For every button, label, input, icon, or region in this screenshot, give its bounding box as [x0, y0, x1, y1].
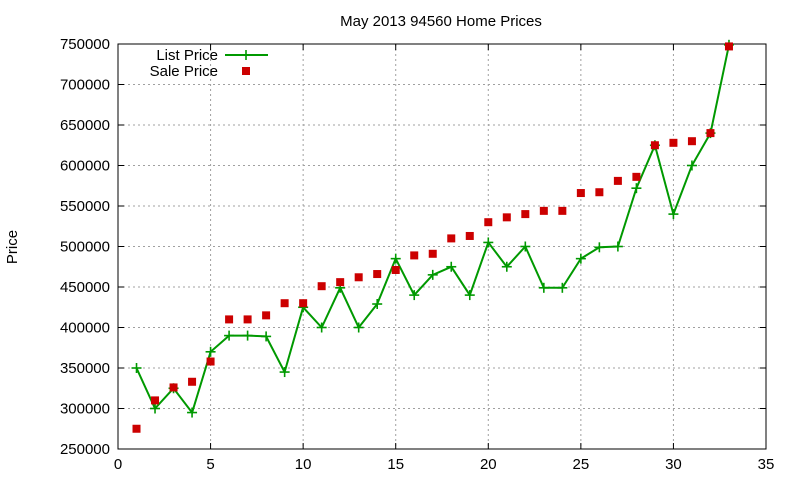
list-price-point [557, 282, 568, 293]
list-price-point [261, 331, 272, 342]
sale-price-point [576, 189, 585, 198]
list-price-point [224, 330, 235, 341]
legend-marker-sale-price [242, 67, 250, 75]
list-price-point [205, 346, 216, 357]
legend: List Price Sale Price [150, 47, 268, 80]
sale-price-point [539, 206, 548, 215]
sale-price-point [262, 311, 271, 320]
x-tick-label: 0 [114, 456, 122, 473]
y-tick-label: 700000 [60, 77, 110, 94]
axis-ticks: 0 5 10 15 20 25 30 35 250000 300000 350000 400000 45… [60, 36, 774, 473]
list-price-point [187, 407, 198, 418]
sale-price-point [521, 210, 530, 219]
x-tick-label: 35 [758, 456, 775, 473]
list-price-point [150, 403, 161, 414]
list-price-point [686, 160, 697, 171]
x-tick-label: 15 [387, 456, 404, 473]
sale-price-point [132, 424, 141, 433]
list-price-point [520, 241, 531, 252]
sale-price-point [354, 273, 363, 282]
list-price-point [353, 322, 364, 333]
legend-square-icon [242, 67, 250, 75]
list-price-point [427, 269, 438, 280]
y-tick-label: 500000 [60, 239, 110, 256]
list-price-point [131, 363, 142, 373]
legend-cross-icon [241, 50, 251, 60]
y-tick-label: 750000 [60, 36, 110, 53]
y-tick-label: 300000 [60, 401, 110, 418]
y-tick-label: 600000 [60, 158, 110, 175]
sale-price-point [558, 206, 567, 215]
x-tick-label: 25 [573, 456, 590, 473]
sale-price-point [206, 357, 215, 366]
sale-price-point [151, 396, 160, 405]
list-price-point [446, 261, 457, 272]
y-tick-label: 650000 [60, 117, 110, 134]
chart-title: May 2013 94560 Home Prices [340, 13, 542, 30]
y-tick-label: 450000 [60, 279, 110, 296]
sale-price-point [336, 278, 345, 287]
sale-price-point [428, 249, 437, 258]
list-price-point [538, 282, 549, 293]
y-tick-label: 400000 [60, 320, 110, 337]
sale-price-point [613, 176, 622, 185]
list-price-point [501, 261, 512, 272]
sale-price-point [373, 270, 382, 279]
sale-price-point [280, 299, 289, 308]
sale-price-point [484, 218, 493, 227]
list-price-point [390, 253, 401, 264]
list-price-point [612, 241, 623, 252]
sale-price-point [595, 188, 604, 197]
sale-price-point [465, 231, 474, 240]
sale-price-point [225, 315, 234, 324]
x-tick-label: 20 [480, 456, 497, 473]
y-tick-label: 350000 [60, 360, 110, 377]
list-price-point [631, 183, 642, 194]
sale-price-point [317, 282, 326, 291]
list-price-point [464, 290, 475, 301]
sale-price-point [391, 265, 400, 274]
list-price-point [668, 209, 679, 220]
list-price-point [372, 299, 383, 310]
sale-price-point [243, 315, 252, 324]
sale-price-point [447, 234, 456, 243]
y-tick-label: 250000 [60, 441, 110, 458]
grid [118, 44, 766, 449]
x-tick-label: 5 [206, 456, 214, 473]
list-price-line [135, 44, 730, 415]
sale-price-point [502, 213, 511, 222]
sale-price-point [632, 172, 641, 181]
x-tick-label: 10 [295, 456, 312, 473]
sale-price-point [669, 138, 678, 147]
list-price-point [279, 367, 290, 378]
x-tick-label: 30 [665, 456, 682, 473]
list-price-point [594, 242, 605, 253]
legend-label-sale-price: Sale Price [150, 63, 218, 80]
list-price-point [483, 237, 494, 248]
list-price-point [316, 322, 327, 333]
plot-frame [117, 43, 767, 450]
legend-marker-list-price [241, 50, 251, 60]
list-price-point [575, 253, 586, 264]
y-axis-label: Price [4, 230, 21, 264]
sale-price-point [724, 42, 733, 51]
list-price-point [242, 330, 253, 341]
sale-price-point [687, 137, 696, 146]
sale-price-point [169, 383, 178, 392]
legend-label-list-price: List Price [156, 47, 218, 64]
sale-price-point [410, 251, 419, 260]
sale-price-point [706, 129, 715, 138]
y-tick-label: 550000 [60, 198, 110, 215]
list-price-point [409, 290, 420, 301]
sale-price-point [299, 299, 308, 308]
series [131, 39, 734, 433]
sale-price-point [650, 141, 659, 150]
sale-price-point [188, 377, 197, 386]
